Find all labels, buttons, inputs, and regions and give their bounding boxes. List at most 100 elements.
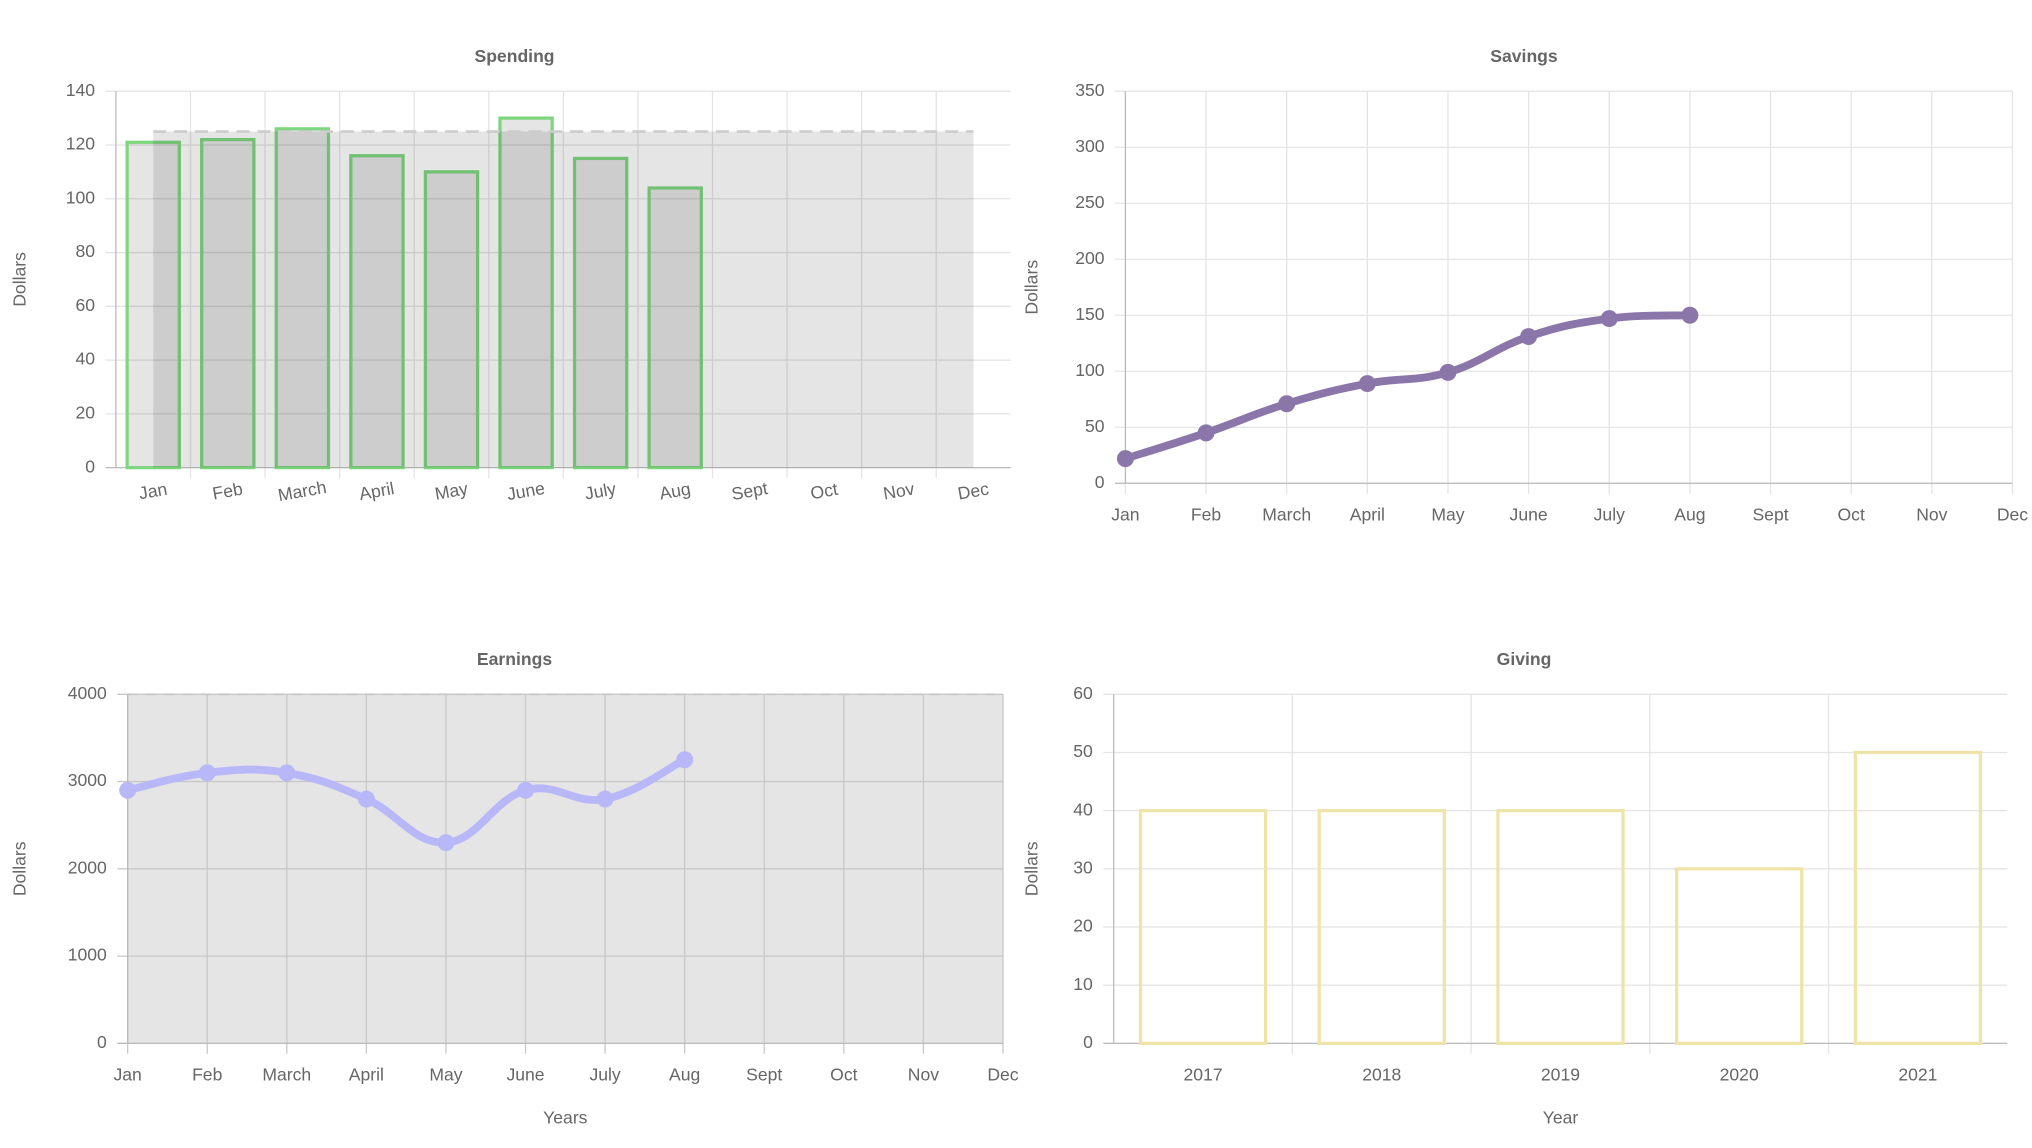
x-tick-label: May bbox=[433, 478, 469, 503]
y-tick-label: 120 bbox=[66, 134, 96, 154]
y-axis-label: Dollars bbox=[9, 252, 29, 307]
y-tick-label: 40 bbox=[76, 349, 96, 369]
y-tick-label: 100 bbox=[66, 187, 96, 207]
y-tick-label: 30 bbox=[1073, 857, 1093, 877]
y-tick-label: 20 bbox=[76, 403, 96, 423]
x-tick-label: Jan bbox=[137, 479, 168, 504]
x-tick-label: March bbox=[262, 1065, 311, 1085]
x-tick-label: Oct bbox=[809, 479, 840, 503]
bar bbox=[349, 154, 405, 470]
x-tick-label: May bbox=[1431, 504, 1464, 524]
chart-title: Savings bbox=[1490, 46, 1558, 66]
x-tick-label: 2020 bbox=[1720, 1065, 1759, 1085]
bar bbox=[498, 116, 554, 470]
y-tick-label: 60 bbox=[1073, 683, 1093, 703]
x-tick-label: Aug bbox=[658, 478, 692, 503]
bar bbox=[572, 156, 629, 470]
x-tick-label: Sept bbox=[746, 1065, 782, 1085]
point bbox=[437, 834, 455, 852]
x-tick-label: Aug bbox=[1674, 504, 1705, 524]
point bbox=[278, 764, 296, 782]
y-axis-label: Dollars bbox=[1022, 260, 1042, 315]
x-tick-label: Sept bbox=[730, 478, 769, 504]
x-tick-label: Aug bbox=[669, 1065, 700, 1085]
x-tick-label: May bbox=[429, 1065, 462, 1085]
bar bbox=[1853, 750, 1983, 1046]
point bbox=[357, 790, 375, 808]
x-tick-label: April bbox=[358, 478, 396, 504]
point bbox=[1197, 424, 1215, 442]
x-tick-label: 2021 bbox=[1898, 1065, 1937, 1085]
y-tick-label: 2000 bbox=[68, 857, 107, 877]
y-tick-label: 1000 bbox=[68, 945, 107, 965]
chart-title: Spending bbox=[474, 46, 554, 66]
bar bbox=[200, 137, 256, 470]
y-tick-label: 150 bbox=[1075, 304, 1105, 324]
bar bbox=[1317, 809, 1446, 1046]
y-tick-label: 60 bbox=[76, 295, 96, 315]
y-tick-label: 10 bbox=[1073, 974, 1093, 994]
chart-title: Giving bbox=[1497, 649, 1552, 669]
x-tick-label: June bbox=[505, 478, 546, 504]
x-tick-label: Oct bbox=[830, 1065, 857, 1085]
x-tick-label: Dec bbox=[1997, 504, 2028, 524]
y-tick-label: 350 bbox=[1075, 80, 1105, 100]
y-tick-label: 50 bbox=[1085, 416, 1105, 436]
point bbox=[1116, 450, 1134, 468]
y-tick-label: 300 bbox=[1075, 136, 1105, 156]
y-tick-label: 140 bbox=[66, 80, 96, 100]
line bbox=[123, 755, 689, 847]
x-tick-label: June bbox=[1510, 504, 1548, 524]
x-tick-label: Nov bbox=[882, 478, 916, 503]
x-tick-label: July bbox=[1594, 504, 1625, 524]
x-tick-label: Oct bbox=[1838, 504, 1865, 524]
x-axis-label: Year bbox=[1543, 1108, 1579, 1128]
y-tick-label: 4000 bbox=[68, 683, 107, 703]
point bbox=[517, 781, 534, 799]
x-tick-label: July bbox=[589, 1065, 620, 1085]
bar bbox=[423, 170, 480, 470]
x-tick-label: Dec bbox=[987, 1065, 1018, 1085]
point bbox=[1520, 328, 1538, 345]
x-tick-label: April bbox=[1350, 504, 1385, 524]
x-axis-label: Years bbox=[543, 1108, 588, 1128]
point bbox=[198, 764, 216, 782]
point bbox=[1600, 310, 1618, 328]
bar bbox=[647, 186, 703, 470]
x-tick-label: June bbox=[506, 1065, 544, 1085]
x-tick-label: Nov bbox=[1916, 504, 1947, 524]
x-tick-label: Feb bbox=[192, 1065, 223, 1085]
x-tick-label: Jan bbox=[113, 1065, 141, 1085]
point bbox=[676, 751, 694, 769]
x-tick-label: Dec bbox=[956, 478, 990, 503]
x-tick-label: 2018 bbox=[1362, 1065, 1401, 1085]
bar bbox=[1496, 809, 1625, 1046]
y-tick-label: 0 bbox=[97, 1032, 107, 1052]
y-tick-label: 200 bbox=[1075, 248, 1105, 268]
point bbox=[1358, 375, 1376, 393]
bar bbox=[1675, 867, 1804, 1046]
y-axis-label: Dollars bbox=[1022, 841, 1042, 896]
bar bbox=[1138, 809, 1268, 1046]
y-tick-label: 40 bbox=[1073, 799, 1093, 819]
point bbox=[119, 781, 137, 799]
y-tick-label: 50 bbox=[1073, 741, 1093, 761]
x-tick-label: Sept bbox=[1752, 504, 1788, 524]
point bbox=[1439, 363, 1457, 381]
y-tick-label: 0 bbox=[85, 456, 95, 476]
x-tick-label: March bbox=[276, 477, 328, 505]
x-tick-label: Jan bbox=[1111, 504, 1139, 524]
y-tick-label: 100 bbox=[1075, 360, 1105, 380]
y-tick-label: 20 bbox=[1073, 916, 1093, 936]
x-tick-label: 2017 bbox=[1183, 1065, 1222, 1085]
x-tick-label: April bbox=[349, 1065, 384, 1085]
x-tick-label: Nov bbox=[908, 1065, 939, 1085]
y-tick-label: 250 bbox=[1075, 192, 1105, 212]
y-tick-label: 80 bbox=[76, 241, 96, 261]
bar bbox=[274, 127, 331, 470]
x-tick-label: July bbox=[583, 478, 617, 503]
point bbox=[1681, 306, 1699, 324]
area-fill bbox=[153, 131, 974, 468]
